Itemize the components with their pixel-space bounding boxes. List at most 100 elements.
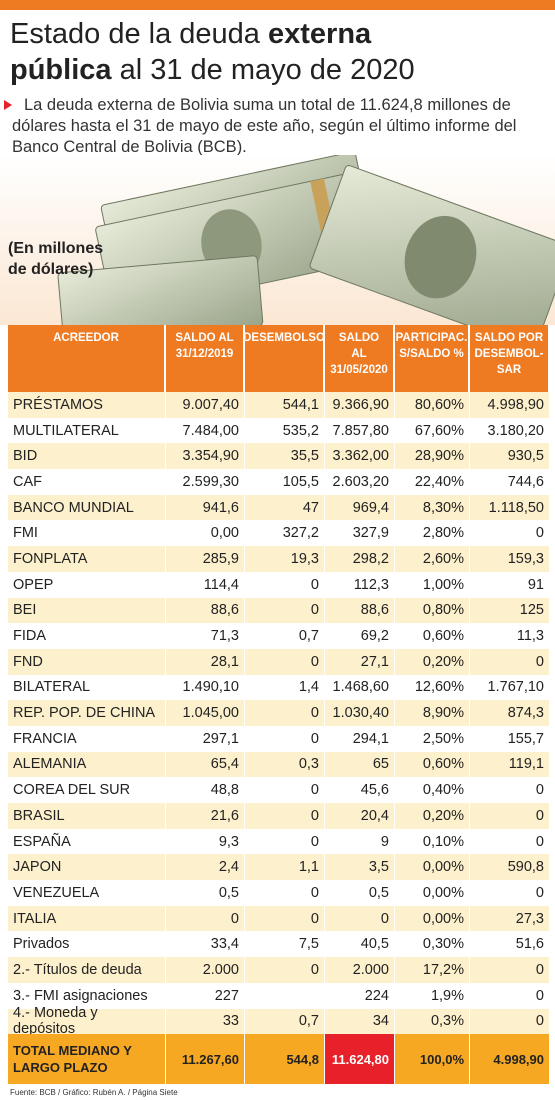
bullet [4, 100, 12, 110]
cell: 744,6 [470, 469, 550, 495]
cell: 0,3% [395, 1008, 470, 1035]
cell: 590,8 [470, 854, 550, 881]
cell: 65,4 [166, 751, 245, 778]
cell: 35,5 [245, 443, 325, 470]
cell: 0 [245, 571, 325, 598]
money-image [0, 155, 555, 325]
cell: 3.362,00 [325, 443, 395, 470]
data-row: BEI 88,6 0 88,6 0,80% 125 [8, 597, 550, 624]
cell: VENEZUELA [8, 880, 166, 906]
cell: 0,00% [395, 905, 470, 932]
data-row: VENEZUELA 0,5 0 0,5 0,00% 0 [8, 880, 550, 906]
data-row: 4.- Moneda y depósitos 33 0,7 34 0,3% 0 [8, 1005, 550, 1037]
cell: 19,3 [245, 546, 325, 572]
cell: BRASIL [8, 803, 166, 829]
title-part: externa [268, 18, 372, 50]
cell: BID [8, 443, 166, 470]
cell: 125 [470, 597, 550, 624]
cell: 0 [166, 905, 245, 932]
cell: 0,00 [166, 520, 245, 547]
cell: 2.000 [166, 957, 245, 983]
cell: 67,60% [395, 417, 470, 444]
cell: 7.484,00 [166, 417, 245, 444]
title-part: Estado de la deuda [10, 18, 260, 50]
cell: 2.599,30 [166, 469, 245, 495]
data-row: FMI 0,00 327,2 327,9 2,80% 0 [8, 520, 550, 547]
cell: 0 [470, 520, 550, 547]
cell: FONPLATA [8, 546, 166, 572]
cell: 0,7 [245, 623, 325, 649]
cell: 112,3 [325, 571, 395, 598]
cell: 2,80% [395, 520, 470, 547]
cell: 298,2 [325, 546, 395, 572]
cell: 0,20% [395, 648, 470, 675]
cell: ACREEDOR [8, 325, 166, 392]
cell: 3,5 [325, 854, 395, 881]
cell: 88,6 [325, 597, 395, 624]
cell: 4.- Moneda y depósitos [8, 1005, 166, 1037]
cell: 2,60% [395, 546, 470, 572]
cell: 28,1 [166, 648, 245, 675]
cell: 48,8 [166, 777, 245, 803]
cell: REP. POP. DE CHINA [8, 700, 166, 726]
cell: 1,4 [245, 674, 325, 701]
cell: 0 [325, 905, 395, 932]
cell: 28,90% [395, 443, 470, 470]
cell: 27,1 [325, 648, 395, 675]
data-row: 3.- FMI asignaciones 227 224 1,9% 0 [8, 982, 550, 1009]
cell: 0,60% [395, 751, 470, 778]
cell: 2.000 [325, 957, 395, 983]
cell: 114,4 [166, 571, 245, 598]
cell: 3.354,90 [166, 443, 245, 470]
data-row: FRANCIA 297,1 0 294,1 2,50% 155,7 [8, 725, 550, 752]
cell: 0,60% [395, 623, 470, 649]
unit-note: (En millones de dólares) [8, 240, 104, 278]
cell: 544,8 [245, 1034, 325, 1085]
header-row: ACREEDOR SALDO AL 31/12/2019 DESEMBOLSO SAL… [8, 325, 550, 392]
cell: BEI [8, 597, 166, 624]
cell: 51,6 [470, 931, 550, 958]
cell: 159,3 [470, 546, 550, 572]
cell: 0 [245, 803, 325, 829]
cell: 544,1 [245, 392, 325, 418]
cell: 0 [245, 700, 325, 726]
cell: 930,5 [470, 443, 550, 470]
title-part: pública [10, 54, 112, 86]
cell: 155,7 [470, 725, 550, 752]
cell: 1,1 [245, 854, 325, 881]
bill-stack [309, 165, 555, 325]
cell: FMI [8, 520, 166, 547]
cell: 0 [470, 880, 550, 906]
cell: 9 [325, 828, 395, 855]
cell: 2,50% [395, 725, 470, 752]
cell: 33,4 [166, 931, 245, 958]
cell: 294,1 [325, 725, 395, 752]
cell: CAF [8, 469, 166, 495]
cell: 105,5 [245, 469, 325, 495]
cell: 9,3 [166, 828, 245, 855]
cell: 1,9% [395, 982, 470, 1009]
cell: 8,30% [395, 494, 470, 521]
cell: FND [8, 648, 166, 675]
cell: 65 [325, 751, 395, 778]
cell: 91 [470, 571, 550, 598]
cell [245, 982, 325, 1009]
cell: 11.624,80 [325, 1034, 395, 1085]
cell: 119,1 [470, 751, 550, 778]
cell: 8,90% [395, 700, 470, 726]
data-row: 2.- Títulos de deuda 2.000 0 2.000 17,2% 0 [8, 957, 550, 983]
cell: 45,6 [325, 777, 395, 803]
cell: OPEP [8, 571, 166, 598]
cell: MULTILATERAL [8, 417, 166, 444]
cell: 2,4 [166, 854, 245, 881]
cell: 1.490,10 [166, 674, 245, 701]
cell: 7.857,80 [325, 417, 395, 444]
cell: 0 [245, 957, 325, 983]
cell: 69,2 [325, 623, 395, 649]
cell: 80,60% [395, 392, 470, 418]
cell: 20,4 [325, 803, 395, 829]
cell: 27,3 [470, 905, 550, 932]
cell: 0,7 [245, 1008, 325, 1035]
cell: 47 [245, 494, 325, 521]
data-row: ALEMANIA 65,4 0,3 65 0,60% 119,1 [8, 751, 550, 778]
